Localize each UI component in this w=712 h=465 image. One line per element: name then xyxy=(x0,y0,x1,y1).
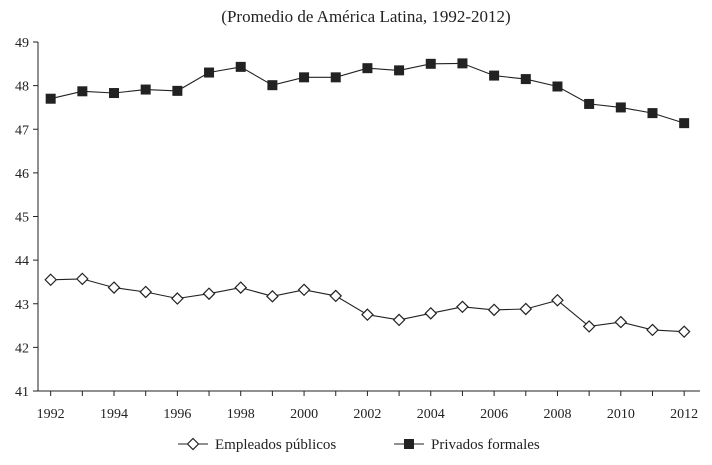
data-point xyxy=(584,98,595,109)
data-point xyxy=(109,88,120,99)
data-point xyxy=(140,84,151,95)
y-tick-label: 44 xyxy=(15,254,29,269)
data-point xyxy=(204,67,215,78)
data-point xyxy=(457,58,468,69)
data-point xyxy=(552,81,563,92)
data-point xyxy=(45,93,56,104)
data-point xyxy=(392,313,406,327)
data-point xyxy=(362,63,373,74)
data-point xyxy=(425,58,436,69)
data-point xyxy=(139,285,153,299)
data-point xyxy=(614,315,628,329)
data-point xyxy=(679,118,690,129)
data-point xyxy=(299,72,310,83)
y-tick-label: 46 xyxy=(15,167,29,182)
y-tick-label: 43 xyxy=(15,298,29,313)
y-tick-label: 41 xyxy=(15,385,29,400)
data-point xyxy=(361,308,374,322)
x-tick-label: 1998 xyxy=(227,407,255,422)
data-point xyxy=(171,292,184,305)
data-point xyxy=(489,70,500,81)
x-tick-label: 1994 xyxy=(100,407,128,422)
chart-title: (Promedio de América Latina, 1992-2012) xyxy=(221,7,510,26)
y-tick-label: 42 xyxy=(15,341,29,356)
data-point xyxy=(487,303,501,317)
data-point xyxy=(329,289,343,303)
y-tick-label: 49 xyxy=(15,36,29,51)
data-point xyxy=(456,300,469,314)
data-point xyxy=(677,325,691,339)
legend: Empleados públicos Privados formales xyxy=(178,437,540,453)
data-point xyxy=(297,283,311,297)
series-privados-formales xyxy=(45,58,690,129)
axes: 41 42 43 44 45 46 47 48 49 1992 1994 1996 1998 2000 20… xyxy=(15,36,700,422)
x-tick-label: 2006 xyxy=(480,407,508,422)
data-point xyxy=(582,320,596,333)
data-point xyxy=(202,287,216,301)
x-tick-label: 1992 xyxy=(37,407,65,422)
x-tick-label: 2010 xyxy=(607,407,635,422)
data-point xyxy=(330,72,341,83)
y-tick-label: 45 xyxy=(15,211,29,226)
data-point xyxy=(424,306,438,320)
data-point xyxy=(234,281,248,294)
data-point xyxy=(394,65,405,76)
data-point xyxy=(107,281,121,294)
x-tick-label: 2008 xyxy=(543,407,571,422)
x-tick-label: 2000 xyxy=(290,407,318,422)
legend-item: Privados formales xyxy=(394,437,540,453)
legend-marker xyxy=(186,437,200,451)
legend-marker xyxy=(404,439,414,449)
data-point xyxy=(235,61,246,72)
data-point xyxy=(266,289,279,303)
data-point xyxy=(646,323,659,337)
data-point xyxy=(77,86,88,97)
x-tick-label: 2002 xyxy=(353,407,381,422)
series-empleados-publicos xyxy=(44,272,691,339)
x-tick-label: 2004 xyxy=(417,407,445,422)
legend-item: Empleados públicos xyxy=(178,437,336,453)
data-point xyxy=(172,85,183,96)
data-point xyxy=(647,108,658,119)
data-point xyxy=(615,102,626,113)
legend-label: Empleados públicos xyxy=(215,437,336,453)
data-point xyxy=(75,272,89,286)
data-point xyxy=(519,302,533,316)
y-tick-label: 48 xyxy=(15,80,29,95)
legend-label: Privados formales xyxy=(431,437,540,453)
series-group xyxy=(44,58,691,339)
data-point xyxy=(267,80,278,91)
x-tick-label: 2012 xyxy=(670,407,698,422)
data-point xyxy=(44,273,58,287)
data-point xyxy=(551,293,564,307)
data-point xyxy=(520,74,531,85)
x-tick-label: 1996 xyxy=(163,407,191,422)
y-tick-label: 47 xyxy=(15,123,29,138)
